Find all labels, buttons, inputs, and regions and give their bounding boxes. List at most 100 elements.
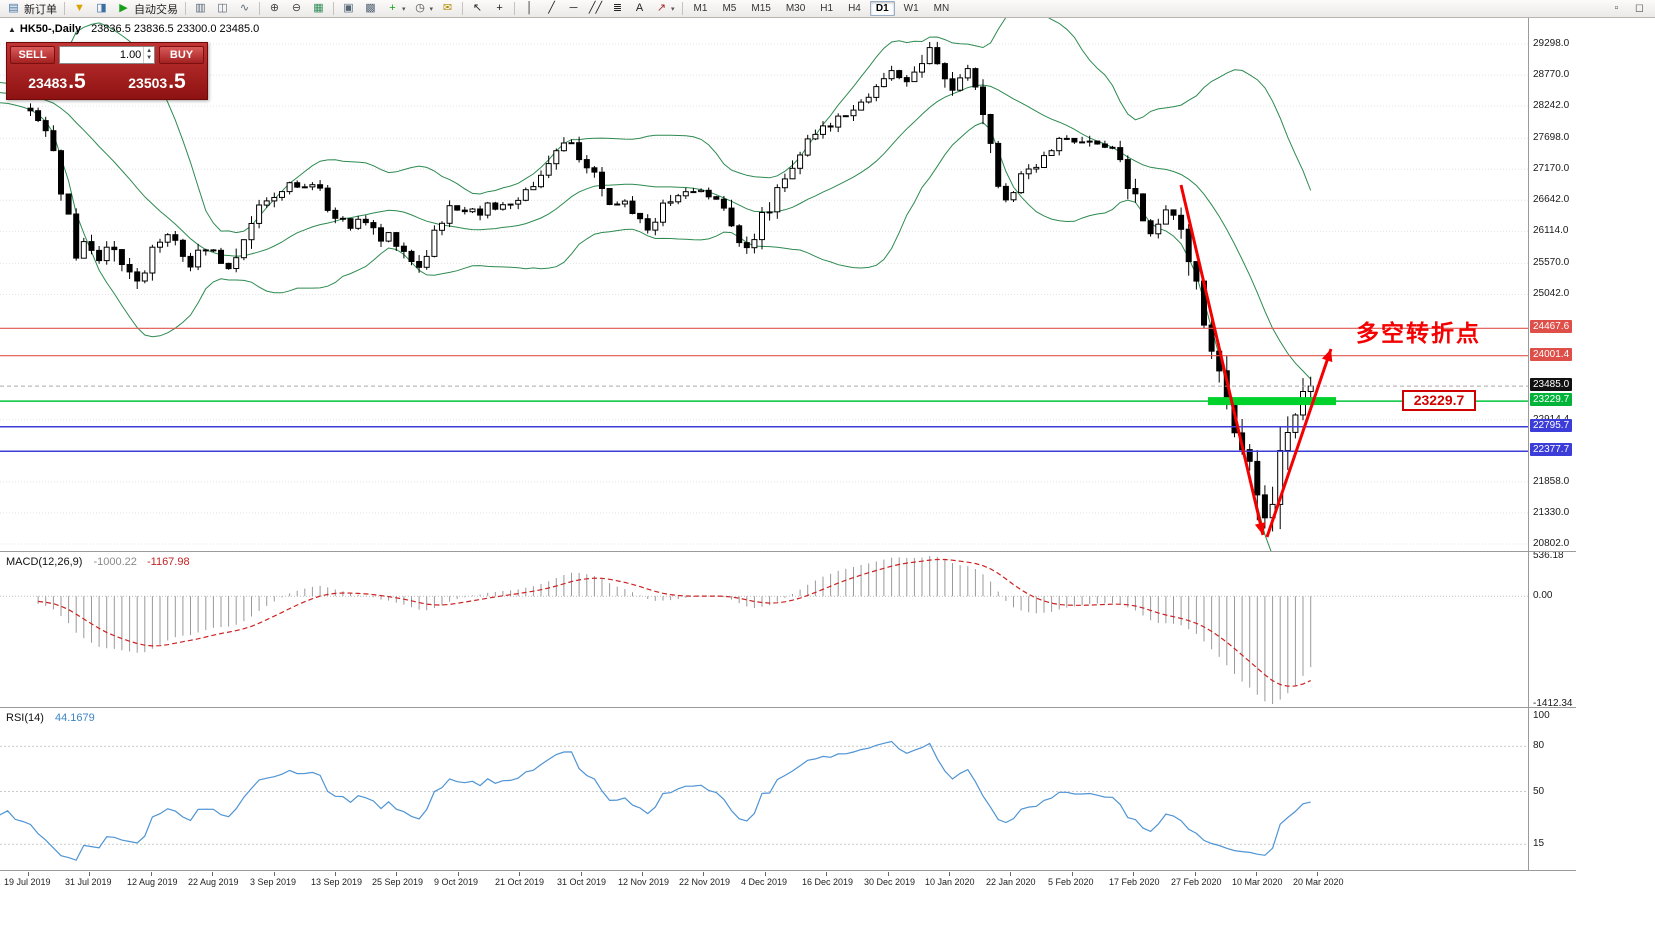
cursor-button[interactable]: ↖ xyxy=(467,1,488,17)
date-label: 27 Feb 2020 xyxy=(1171,877,1222,887)
price-level-label: 22795.7 xyxy=(1530,419,1573,432)
volume-input[interactable] xyxy=(60,48,144,62)
crosshair-icon: + xyxy=(496,2,503,14)
trend-arrows-layer xyxy=(1179,184,1333,538)
timeframe-m1-button[interactable]: M1 xyxy=(693,3,708,14)
bar-chart-button[interactable]: ▥ xyxy=(190,1,211,17)
line-chart-button[interactable]: ∿ xyxy=(234,1,255,17)
restore-window-button[interactable]: ◻ xyxy=(1629,1,1650,17)
grid-button[interactable]: ▦ xyxy=(308,1,329,17)
auto-trading-button[interactable]: ▶ 自动交易 xyxy=(113,1,181,17)
zoom-out-button[interactable]: ⊖ xyxy=(286,1,307,17)
fibonacci-button[interactable]: ≣ xyxy=(607,1,628,17)
date-label: 3 Sep 2019 xyxy=(250,877,297,887)
macd-axis-zero: 0.00 xyxy=(1533,590,1553,601)
horizontal-line-button[interactable]: ─ xyxy=(563,1,584,17)
collapse-icon[interactable]: ▲ xyxy=(8,25,16,34)
text-button[interactable]: A xyxy=(629,1,650,17)
rsi-indicator-canvas[interactable] xyxy=(0,708,1528,871)
mail-button[interactable]: ✉ xyxy=(437,1,458,17)
macd-signal-value: -1167.98 xyxy=(146,556,190,568)
date-tick xyxy=(1010,872,1011,876)
market-watch-button[interactable]: ▼ xyxy=(69,1,90,17)
date-tick xyxy=(89,872,90,876)
buy-price-pips: .5 xyxy=(168,70,186,93)
date-tick xyxy=(458,872,459,876)
sell-price[interactable]: 23483 .5 xyxy=(7,70,107,94)
time-axis[interactable]: 19 Jul 2019 31 Jul 2019 12 Aug 2019 22 Aug … xyxy=(0,871,1655,897)
price-level-label: 22377.7 xyxy=(1530,443,1573,456)
toolbar-right-group: ▫ ◻ xyxy=(1606,1,1652,17)
dock-chart-button[interactable]: ▫ xyxy=(1606,1,1627,17)
date-tick xyxy=(1195,872,1196,876)
timeframe-m30-button[interactable]: M30 xyxy=(785,3,806,14)
volume-down-icon[interactable]: ▼ xyxy=(146,55,153,61)
price-axis[interactable]: 29298.0 28770.0 28242.0 27698.0 27170.0 26642… xyxy=(1528,18,1655,896)
rsi-axis-label: 50 xyxy=(1533,786,1545,797)
price-axis-label: 29298.0 xyxy=(1533,38,1570,49)
sell-price-main: 23483 xyxy=(28,75,68,91)
periods-button[interactable]: ◷ ▾ xyxy=(410,1,437,17)
price-level-label: 23485.0 xyxy=(1530,378,1573,391)
price-level-flag[interactable]: 23229.7 xyxy=(1402,390,1476,411)
timeframe-m5-button[interactable]: M5 xyxy=(722,3,737,14)
crosshair-button[interactable]: + xyxy=(489,1,510,17)
date-label: 16 Dec 2019 xyxy=(802,877,854,887)
timeframe-mn-button[interactable]: MN xyxy=(933,3,950,14)
date-label: 17 Feb 2020 xyxy=(1109,877,1160,887)
price-level-label: 23229.7 xyxy=(1530,393,1573,406)
date-tick xyxy=(888,872,889,876)
data-window-button[interactable]: ◨ xyxy=(91,1,112,17)
horizontal-levels-layer xyxy=(0,327,1528,453)
main-chart-canvas[interactable] xyxy=(0,18,1528,552)
toolbar-separator xyxy=(681,2,683,15)
buy-button[interactable]: BUY xyxy=(159,46,204,64)
price-axis-label: 21330.0 xyxy=(1533,507,1570,518)
buy-price-main: 23503 xyxy=(128,75,168,91)
price-axis-label: 27698.0 xyxy=(1533,132,1570,143)
volume-stepper[interactable]: ▲ ▼ xyxy=(143,47,154,63)
timeframe-h1-button[interactable]: H1 xyxy=(820,3,834,14)
timeframe-m15-button[interactable]: M15 xyxy=(751,3,771,14)
grid-icon: ▦ xyxy=(313,2,324,14)
date-tick xyxy=(581,872,582,876)
date-tick xyxy=(335,872,336,876)
indicators-button[interactable]: + ▾ xyxy=(382,1,409,17)
panel-separator[interactable] xyxy=(0,707,1576,708)
buy-price[interactable]: 23503 .5 xyxy=(107,70,207,94)
vertical-line-button[interactable]: │ xyxy=(519,1,540,17)
price-axis-label: 26642.0 xyxy=(1533,194,1570,205)
rsi-label: RSI(14) 44.1679 xyxy=(6,712,95,724)
candlestick-button[interactable]: ◫ xyxy=(212,1,233,17)
tile-windows-button[interactable]: ▣ xyxy=(338,1,359,17)
channel-button[interactable]: ╱╱ xyxy=(585,1,606,17)
sell-button[interactable]: SELL xyxy=(10,46,55,64)
fibo-icon: ≣ xyxy=(612,2,623,14)
toolbar-separator xyxy=(333,2,334,15)
cascade-windows-button[interactable]: ▩ xyxy=(360,1,381,17)
macd-indicator-canvas[interactable] xyxy=(0,552,1528,708)
rsi-axis-label: 80 xyxy=(1533,740,1545,751)
chart-title: ▲ HK50-,Daily 23836.5 23836.5 23300.0 2348… xyxy=(8,23,259,35)
date-tick xyxy=(949,872,950,876)
price-level-label: 24467.6 xyxy=(1530,320,1573,333)
trendline-button[interactable]: ╱ xyxy=(541,1,562,17)
date-tick xyxy=(1133,872,1134,876)
timeframe-h4-button[interactable]: H4 xyxy=(848,3,861,14)
clock-icon: ◷ xyxy=(415,2,425,14)
zoom-in-button[interactable]: ⊕ xyxy=(264,1,285,17)
date-tick xyxy=(151,872,152,876)
timeframe-d1-button[interactable]: D1 xyxy=(869,1,895,16)
date-tick xyxy=(765,872,766,876)
panel-separator[interactable] xyxy=(0,551,1576,552)
volume-up-icon[interactable]: ▲ xyxy=(146,48,153,54)
zoom-out-icon: ⊖ xyxy=(291,2,302,14)
date-tick xyxy=(1256,872,1257,876)
grid-layer xyxy=(0,43,1528,545)
cursor-icon: ↖ xyxy=(472,2,483,14)
new-order-button[interactable]: ▤ 新订单 xyxy=(3,1,60,17)
bull-bear-turning-point-annotation[interactable]: 多空转折点 xyxy=(1356,320,1481,346)
support-highlight-bar xyxy=(1208,397,1336,406)
arrows-button[interactable]: ↗ ▾ xyxy=(651,1,678,17)
timeframe-w1-button[interactable]: W1 xyxy=(903,3,919,14)
